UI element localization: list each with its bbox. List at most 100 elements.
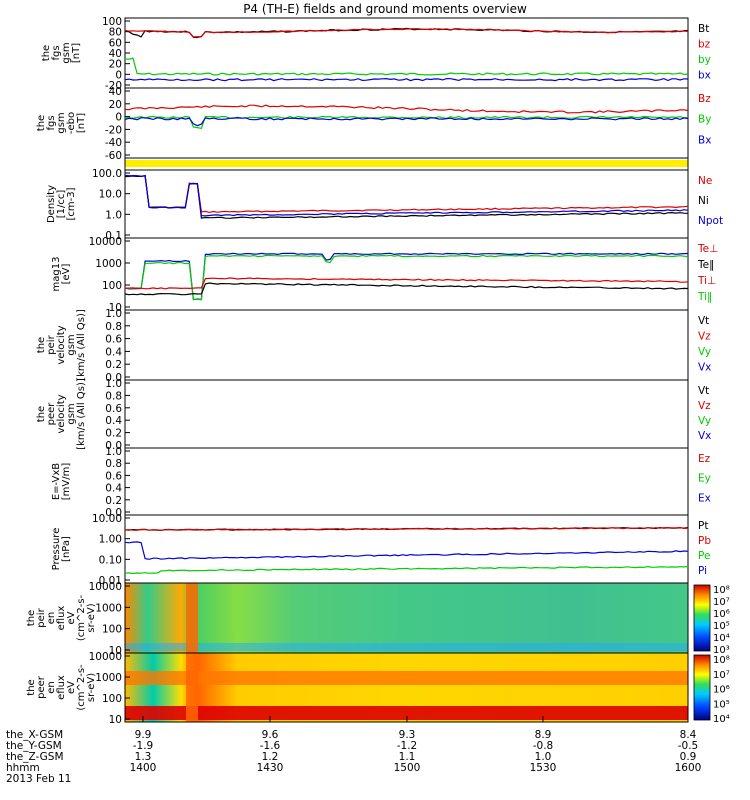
y-axis-label: mag13	[51, 257, 62, 292]
colorbar-tick-label: 10⁷	[713, 597, 730, 608]
x-tick-label: 1400	[130, 762, 157, 774]
legend-entry: Vt	[698, 315, 709, 327]
y-tick-label: 60	[109, 37, 122, 49]
y-tick-label: 20	[109, 59, 122, 71]
legend-entry: Ex	[698, 492, 711, 504]
legend-entry: Pe	[698, 550, 710, 562]
y-axis-label: the	[26, 610, 37, 626]
panel-frame	[124, 169, 689, 239]
y-axis-label: [km/s (All Qs)]	[76, 378, 87, 450]
y-axis-label: the	[26, 679, 37, 695]
y-tick-label: 20	[109, 99, 122, 111]
series-line-pb	[124, 526, 689, 531]
y-tick-label: 0.4	[105, 415, 122, 427]
y-axis-label: -ebo	[66, 112, 77, 134]
y-axis-label: [nT]	[76, 113, 87, 133]
y-axis-label: [1/cc]	[56, 190, 67, 219]
series-line-by	[124, 57, 689, 76]
y-tick-label: 0	[115, 69, 122, 81]
legend-entry: Vx	[698, 362, 711, 374]
legend-entry: Bt	[698, 23, 709, 35]
spectrogram	[125, 583, 688, 653]
legend-entry: Te⊥	[697, 243, 718, 255]
x-axis-row-label: the_Y-GSM	[6, 740, 62, 752]
y-tick-label: 40	[109, 86, 122, 98]
y-axis-label: en	[46, 612, 57, 625]
series-line-pi	[124, 541, 689, 560]
y-tick-label: 0.4	[105, 483, 122, 495]
series-line-ti-par	[124, 254, 689, 301]
spectrogram-band	[125, 643, 688, 651]
legend-entry: Vz	[698, 331, 711, 343]
y-tick-label: 0.2	[105, 359, 122, 371]
x-axis-date: 2013 Feb 11	[6, 773, 71, 785]
y-axis-label: peir	[36, 607, 47, 627]
y-axis-label: peer	[46, 402, 57, 426]
y-axis-label: (cm^2-s-	[76, 664, 87, 711]
colorbar-tick-label: 10³	[713, 645, 730, 656]
x-tick-label: -1.2	[397, 740, 418, 752]
y-axis-label: velocity	[56, 325, 67, 364]
y-axis-label: [mV/m]	[61, 463, 72, 501]
y-tick-label: 0.1	[105, 230, 122, 242]
y-tick-label: 1000	[95, 672, 122, 684]
y-axis-label: fgs	[46, 115, 57, 130]
panel-frame	[124, 514, 689, 584]
y-tick-label: 10000	[89, 651, 122, 663]
x-axis-row-label: the_X-GSM	[6, 729, 63, 741]
y-axis-label: sr-eV)	[86, 673, 97, 702]
x-axis-row-label: hhmm	[6, 762, 40, 774]
y-axis-label: velocity	[56, 394, 67, 433]
y-tick-label: 100.0	[92, 168, 122, 180]
colorbar	[693, 584, 711, 652]
y-tick-label: -20	[105, 124, 122, 136]
y-tick-label: 0.8	[105, 390, 122, 402]
y-axis-label: [eV]	[61, 264, 72, 285]
y-axis-label: peir	[46, 334, 57, 354]
y-tick-label: 10.0	[99, 189, 122, 201]
y-axis-label: sr-eV)	[86, 603, 97, 632]
x-tick-label: 8.9	[535, 729, 552, 741]
x-tick-label: -1.9	[133, 740, 154, 752]
y-tick-label: 1.00	[99, 534, 122, 546]
y-axis-label: gsm	[61, 42, 72, 63]
colorbar-tick-label: 10⁵	[713, 699, 730, 710]
series-line-bz	[124, 28, 689, 38]
x-tick-label: 1530	[530, 762, 557, 774]
y-tick-label: 1.0	[105, 308, 122, 320]
y-tick-label: 100	[102, 280, 122, 292]
y-axis-label: [nT]	[71, 43, 82, 63]
panel-pressure: 10.00 1.00 0.10 0.01 Pressure [nPa] Pt Pb Pe Pi	[51, 513, 711, 587]
panel-frame	[124, 309, 689, 381]
series-line-ti-par	[124, 252, 689, 301]
panel-frame	[124, 447, 689, 516]
y-tick-label: -40	[105, 137, 122, 149]
y-axis-label: eflux	[56, 606, 67, 631]
y-axis-label: (cm^2-s-	[76, 594, 87, 641]
y-tick-label: 1000	[95, 258, 122, 270]
y-tick-label: 0.8	[105, 321, 122, 333]
colorbar-tick-label: 10⁸	[713, 655, 730, 666]
panel-vel1: 1.00.80.60.40.20.0 the peir velocity gsm [km/…	[36, 308, 711, 384]
colorbar-tick-label: 10⁴	[713, 714, 730, 725]
y-tick-label: -20	[105, 80, 122, 92]
x-tick-label: 1.0	[535, 751, 552, 763]
x-tick-label: 1600	[675, 762, 702, 774]
panel-density: 100.0 10.0 1.0 0.1 Density [1/cc] [cm-3] Ne Ni Np…	[46, 168, 723, 242]
legend-entry: Ey	[698, 473, 711, 485]
series-line-bx	[124, 117, 689, 127]
panel-efield: 1.00.80.60.40.20.0 E=-VxB [mV/m] Ez Ey Ex	[51, 446, 711, 519]
y-tick-label: 10000	[89, 581, 122, 593]
legend-entry: bx	[698, 70, 711, 82]
series-line-ne	[125, 174, 689, 214]
spectrogram-band	[125, 671, 688, 685]
legend-entry: Vx	[698, 430, 711, 442]
x-tick-label: 9.6	[262, 729, 279, 741]
y-tick-label: 10	[109, 645, 122, 657]
y-tick-label: 0.0	[105, 507, 122, 519]
panel-frame	[124, 87, 689, 159]
legend-entry: Ti‖	[697, 291, 712, 303]
y-tick-label: -60	[105, 150, 122, 162]
